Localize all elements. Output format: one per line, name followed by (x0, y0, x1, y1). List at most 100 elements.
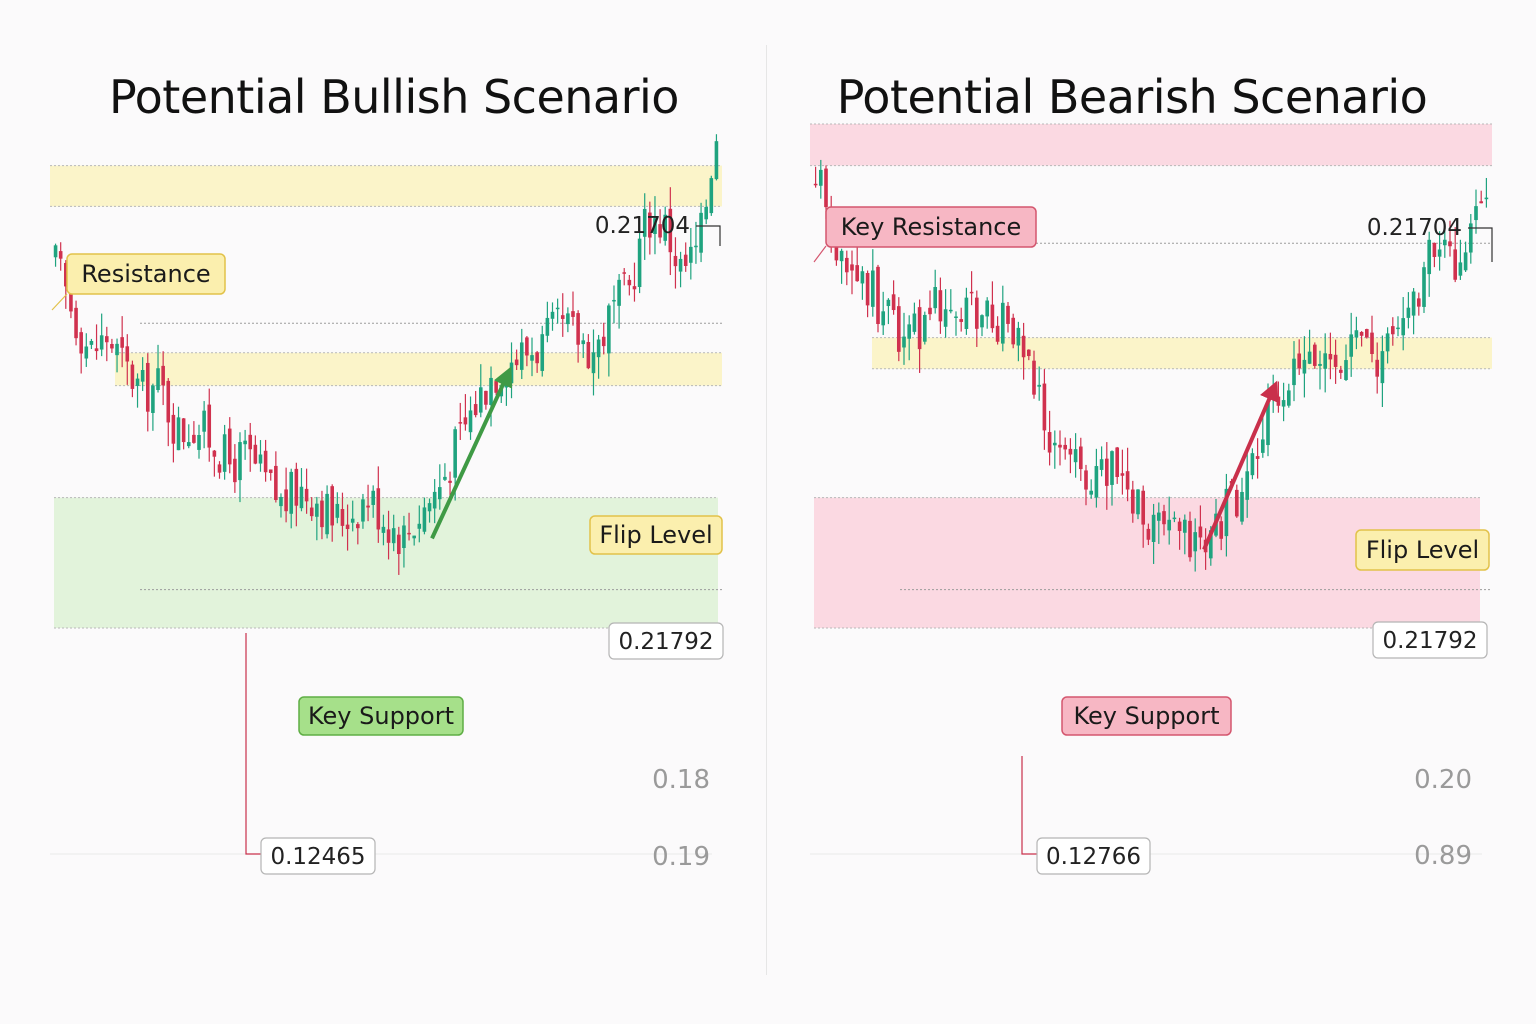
bear-candle-body (1099, 459, 1104, 470)
bull-candle-body (135, 378, 140, 386)
bear-support-price: 0.21792 (1382, 628, 1477, 654)
bear-candle-body (1411, 291, 1416, 316)
bull-candle-body (519, 342, 524, 370)
bull-candle-body (494, 381, 498, 393)
bull-low-leader (245, 633, 262, 855)
bear-candle-body (1307, 351, 1312, 364)
bear-candle-body (995, 325, 1000, 342)
bear-candle-body (1182, 519, 1187, 533)
bear-candle-body (844, 257, 849, 273)
bear-candle-body (1328, 353, 1333, 360)
bull-candle-body (69, 291, 73, 312)
bull-candle-body (576, 313, 580, 345)
bear-candle-body (1240, 491, 1244, 522)
bull-candle-body (186, 442, 191, 447)
bear-candle-body (850, 264, 854, 271)
bull-candle-body (478, 387, 483, 413)
bull-candle-body (663, 214, 668, 241)
bear-candle-body (912, 313, 917, 332)
bull-candle-body (530, 355, 534, 361)
bull-candle-body (181, 418, 186, 443)
bull-candle-body (58, 251, 63, 259)
bear-candle-body (1058, 444, 1062, 448)
bear-candle-body (1063, 444, 1068, 450)
bull-candle-body (407, 532, 411, 535)
bull-candle-body (125, 346, 130, 362)
bull-candle-body (222, 434, 227, 472)
bull-candle-body (94, 348, 99, 352)
bear-candle-body (1281, 400, 1286, 407)
bull-candle-body (448, 480, 452, 483)
bull-candle-body (243, 440, 247, 445)
bear-candle-body (990, 304, 995, 329)
bear-candle-body (1188, 520, 1192, 558)
bear-low-price: 0.12766 (1046, 844, 1141, 870)
bear-candle-body (1453, 249, 1458, 280)
bull-candle-body (361, 499, 365, 522)
bull-candle-body (642, 208, 647, 237)
bull-candle-body (84, 346, 89, 359)
bull-support-label: Key Support (308, 702, 454, 730)
bear-peak-leader (1468, 227, 1493, 262)
bear-candle-body (818, 169, 823, 186)
bull-candle-body (622, 272, 627, 274)
bear-candle-body (1416, 298, 1421, 307)
bear-candle-body (907, 324, 912, 339)
bull-peak-leader (696, 225, 721, 246)
bear-candle-body (1349, 334, 1354, 357)
bear-candle-body (865, 272, 870, 306)
bull-candle-body (586, 342, 591, 369)
bear-candle-body (1364, 329, 1369, 338)
bear-candle-body (1094, 466, 1099, 498)
bull-candle-body (560, 315, 565, 319)
bull-candle-body (648, 212, 652, 238)
bear-resistance-label: Key Resistance (841, 213, 1021, 241)
bear-candle-body (1104, 458, 1109, 486)
bull-resistance-pointer (51, 293, 68, 311)
bull-candle-body (156, 368, 160, 390)
bull-support-price: 0.21792 (618, 629, 713, 655)
bull-candle-body (637, 238, 642, 288)
bull-candle-body (581, 340, 586, 345)
bear-candle-body (1021, 335, 1026, 358)
bull-candle-body (207, 404, 212, 448)
bear-resistance-label-box (825, 206, 1037, 248)
bear-flip-label-box (1355, 529, 1490, 571)
bull-candle-body (540, 334, 545, 371)
bull-candle-body (294, 468, 299, 506)
bull-candle-body (299, 486, 304, 509)
bear-candle-body (1193, 532, 1198, 552)
bear-candle-body (1011, 317, 1016, 345)
bull-candle-body (683, 254, 688, 266)
bear-zone-1 (872, 337, 1492, 369)
bear-candle-body (1026, 349, 1031, 357)
bull-candle-body (202, 410, 206, 432)
bull-candle-body (632, 286, 637, 290)
bull-candle-body (212, 450, 217, 457)
bear-axis-label-1: 0.20 (1414, 765, 1472, 795)
bear-candle-body (1084, 470, 1088, 490)
bear-candle-body (1463, 252, 1468, 271)
bull-flip-label: Flip Level (599, 521, 712, 549)
bull-candle-body (140, 370, 145, 382)
bull-candle-body (607, 305, 611, 354)
bull-resistance-label-box (66, 253, 226, 295)
bear-candle-body (1219, 521, 1224, 539)
bull-peak-price: 0.21704 (595, 213, 690, 239)
bull-candle-body (432, 491, 437, 509)
bull-candle-body (217, 464, 222, 473)
bull-candle-body (617, 279, 621, 306)
bull-candle-body (612, 299, 616, 302)
bull-candle-body (535, 352, 539, 364)
bear-candle-body (870, 270, 875, 307)
bull-support-price-box (608, 622, 724, 660)
bull-candle-body (458, 422, 463, 424)
bull-candle-body (550, 311, 555, 319)
bull-candle-body (668, 208, 673, 253)
bull-candle-body (238, 442, 242, 481)
bear-candle-body (959, 319, 964, 322)
bear-support-price-box (1372, 621, 1488, 659)
bear-candle-body (1333, 354, 1338, 367)
bear-candle-body (1276, 396, 1281, 406)
bull-candle-body (268, 469, 273, 473)
